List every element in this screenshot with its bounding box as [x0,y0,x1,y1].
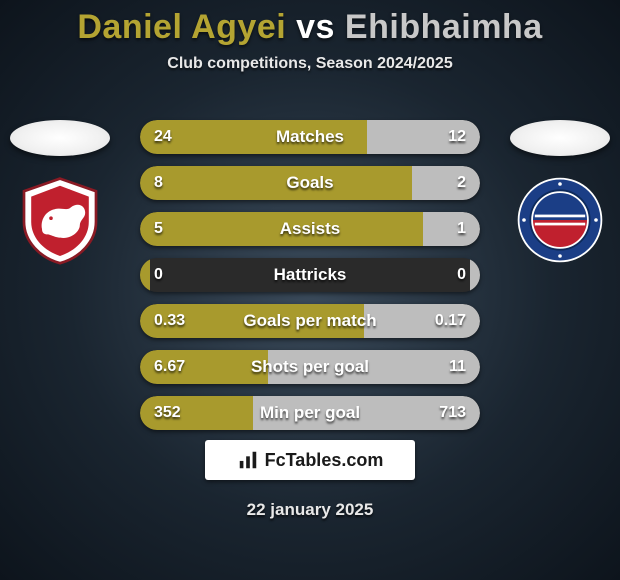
club-crest-right [515,175,605,265]
bar-right [423,212,480,246]
stat-row: 6.6711Shots per goal [140,350,480,384]
player1-silhouette [10,120,110,156]
stat-value-right: 0 [457,258,466,292]
stat-row: 82Goals [140,166,480,200]
subtitle: Club competitions, Season 2024/2025 [0,55,620,73]
stat-row: 0.330.17Goals per match [140,304,480,338]
stat-row: 51Assists [140,212,480,246]
date-text: 22 january 2025 [0,500,620,520]
stat-value-left: 352 [154,396,181,430]
stats-container: 2412Matches82Goals51Assists00Hattricks0.… [140,120,480,442]
player1-name: Daniel Agyei [77,8,286,46]
bar-left [140,258,150,292]
stat-label: Hattricks [140,258,480,292]
stat-value-right: 11 [449,350,466,384]
bar-left [140,166,412,200]
stat-value-left: 0 [154,258,163,292]
stat-value-left: 5 [154,212,163,246]
stat-value-left: 8 [154,166,163,200]
player2-silhouette [510,120,610,156]
reading-fc-crest-icon [515,175,605,265]
bar-right [412,166,480,200]
club-crest-left [15,175,105,265]
bar-left [140,212,423,246]
leyton-orient-crest-icon [15,175,105,265]
stat-value-right: 2 [457,166,466,200]
stat-row: 2412Matches [140,120,480,154]
stat-row: 0 0Hattricks [140,258,480,292]
comparison-card: Daniel Agyei vs Ehibhaimha Club competit… [0,0,620,580]
player2-name: Ehibhaimha [345,8,543,46]
brand-badge: FcTables.com [205,440,415,480]
bar-left [140,120,367,154]
stat-value-left: 24 [154,120,172,154]
stat-value-left: 6.67 [154,350,185,384]
stat-value-right: 12 [448,120,466,154]
stat-value-left: 0.33 [154,304,185,338]
bar-chart-icon [237,449,259,471]
stat-value-right: 713 [439,396,466,430]
bar-right [470,258,480,292]
stat-value-right: 0.17 [435,304,466,338]
brand-text: FcTables.com [265,450,384,471]
stat-row: 352713Min per goal [140,396,480,430]
stat-value-right: 1 [457,212,466,246]
vs-text: vs [296,8,335,46]
page-title: Daniel Agyei vs Ehibhaimha [0,0,620,47]
